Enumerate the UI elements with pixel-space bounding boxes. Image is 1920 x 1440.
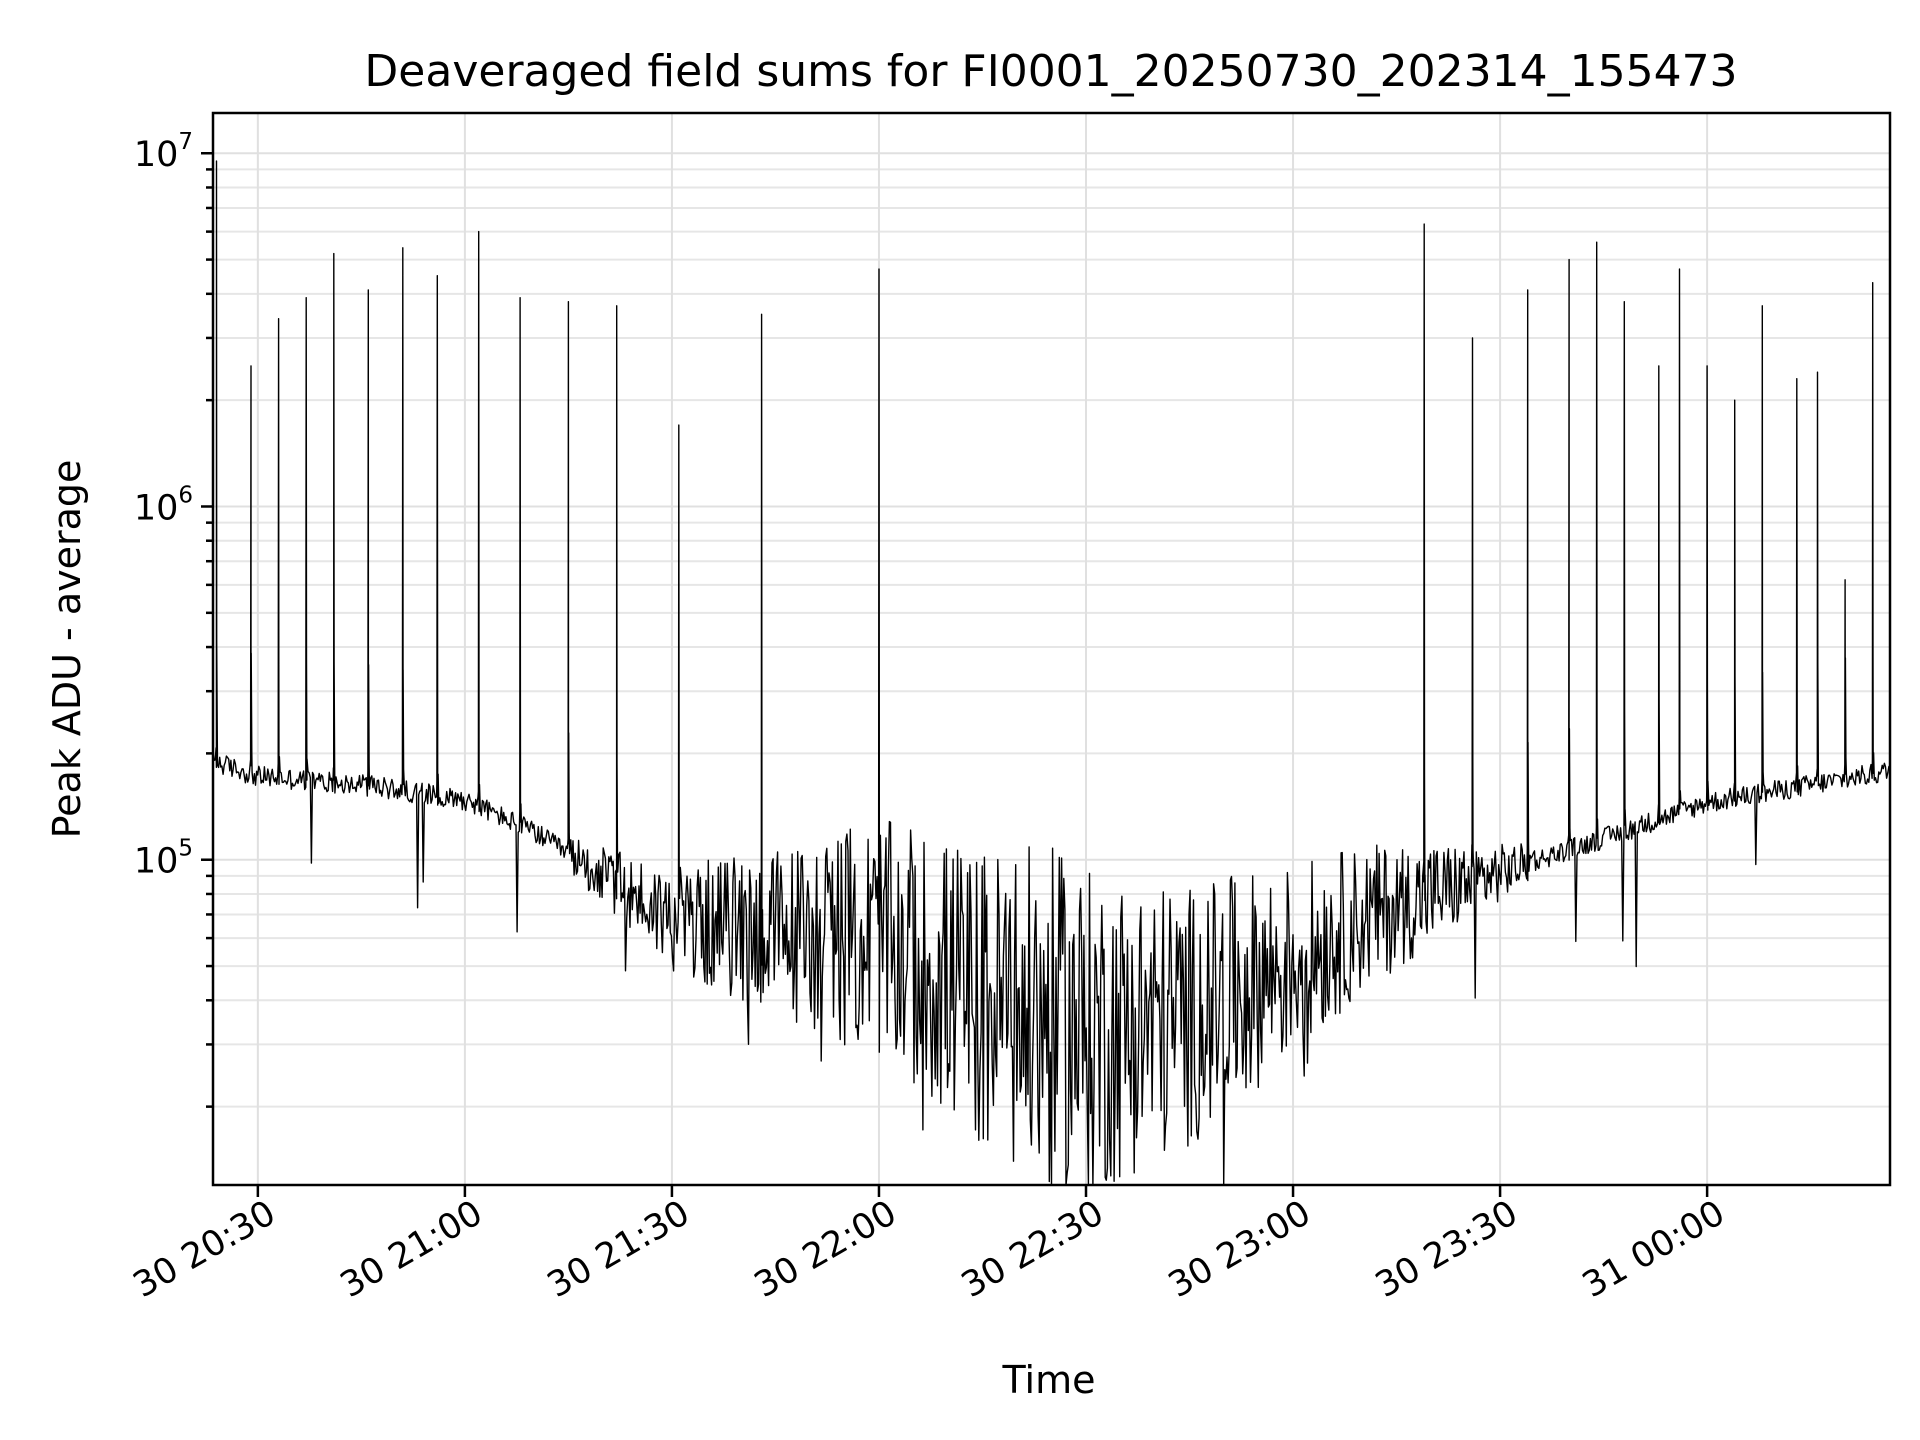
chart-title: Deaveraged field sums for FI0001_2025073… [364, 46, 1737, 97]
plot-frame [211, 111, 1892, 1187]
grid [213, 113, 1890, 1185]
y-axis-ticks: 105 106 107 [134, 129, 213, 1108]
y-tick-label: 105 [134, 836, 193, 882]
y-tick-label: 107 [134, 129, 193, 175]
y-tick-label: 106 [134, 482, 193, 528]
x-axis-label: Time [1002, 1358, 1096, 1402]
y-axis-label: Peak ADU - average [45, 460, 89, 839]
